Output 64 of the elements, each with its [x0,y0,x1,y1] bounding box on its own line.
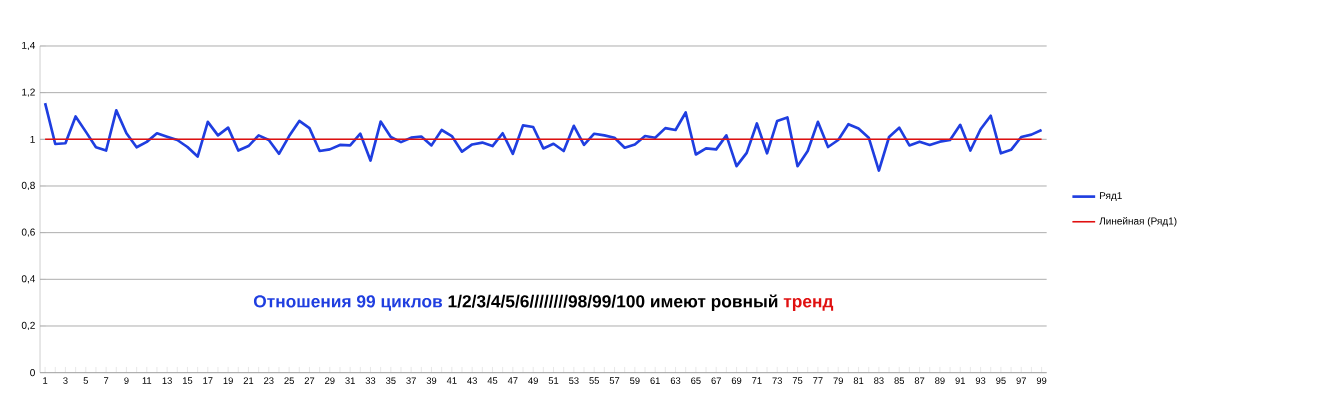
x-tick-label: 93 [975,377,986,384]
x-tick-label: 19 [223,377,233,384]
x-tick-label: 37 [406,377,416,384]
annotation: Отношения 99 циклов [253,295,443,311]
x-tick-label: 61 [650,377,660,384]
x-tick-label: 55 [589,377,599,384]
annotation: тренд [783,297,834,311]
annotation: 1/2/3/4/5/6////////98/99/100 имеют ровный [448,294,778,311]
y-tick-label: 0,4 [21,275,36,284]
x-tick-label: 65 [691,377,701,384]
legend-label: Линейная (Ряд1) [1099,217,1177,227]
x-tick-label: 67 [711,377,721,384]
x-tick-label: 49 [528,377,538,384]
y-tick-label: 0 [30,369,35,377]
legend-label: Ряд1 [1099,192,1122,202]
x-tick-label: 79 [833,377,843,384]
x-tick-label: 53 [569,377,579,384]
x-tick-label: 27 [304,377,315,384]
x-tick-label: 91 [955,377,965,384]
x-tick-label: 59 [630,377,640,384]
x-tick-label: 83 [874,377,884,384]
x-tick-label: 95 [996,377,1006,384]
x-tick-label: 87 [914,377,925,384]
x-tick-label: 13 [162,377,172,384]
x-tick-label: 85 [894,377,905,384]
x-tick-label: 5 [83,377,88,384]
x-tick-label: 47 [507,377,518,384]
x-tick-label: 51 [548,377,559,384]
x-tick-label: 99 [1036,377,1047,384]
x-tick-label: 33 [365,377,376,384]
x-tick-label: 3 [63,377,68,384]
x-tick-label: 11 [142,377,152,384]
y-tick-label: 1,2 [22,88,35,97]
x-tick-label: 77 [813,377,823,384]
x-tick-label: 69 [731,377,742,384]
y-tick-label: 1 [30,135,35,143]
x-tick-label: 63 [670,377,681,384]
line-series [43,101,1043,172]
x-tick-label: 75 [792,377,803,384]
y-tick-label: 0,6 [21,228,35,237]
x-tick-label: 97 [1016,377,1026,384]
x-tick-label: 35 [385,377,396,384]
x-tick-label: 89 [935,377,945,384]
x-tick-label: 43 [467,377,477,384]
x-tick-label: 25 [284,377,294,384]
x-tick-label: 29 [325,377,335,384]
x-tick-label: 7 [104,377,109,384]
x-tick-label: 23 [264,377,274,384]
x-tick-label: 81 [853,377,864,384]
y-tick-label: 0,8 [21,181,35,191]
x-tick-label: 39 [426,377,437,384]
y-tick-label: 0,2 [21,321,35,331]
x-tick-label: 9 [124,377,129,384]
x-tick-label: 1 [43,377,48,384]
y-tick-label: 1,4 [22,41,36,51]
x-tick-label: 57 [609,377,620,384]
x-tick-label: 31 [345,377,355,384]
x-tick-label: 41 [446,377,457,384]
x-tick-label: 71 [752,377,762,384]
x-tick-label: 73 [772,377,782,384]
x-tick-label: 45 [487,377,498,384]
x-tick-label: 21 [243,377,254,384]
x-tick-label: 17 [203,377,213,384]
x-tick-label: 15 [182,377,193,384]
